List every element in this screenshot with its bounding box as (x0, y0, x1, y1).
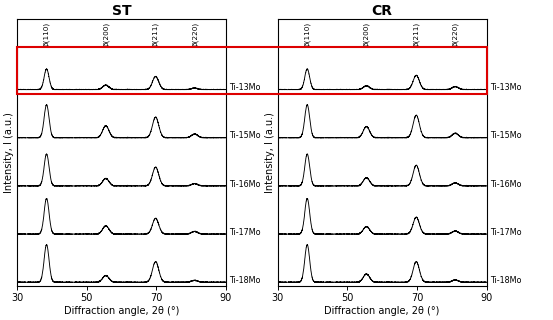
Text: Ti-18Mo: Ti-18Mo (229, 276, 261, 285)
Title: ST: ST (112, 4, 131, 18)
X-axis label: Diffraction angle, 2θ (°): Diffraction angle, 2θ (°) (64, 306, 179, 316)
Text: β(200): β(200) (363, 22, 370, 46)
Text: Ti-18Mo: Ti-18Mo (490, 276, 521, 285)
Text: β(220): β(220) (191, 22, 198, 46)
Text: Ti-13Mo: Ti-13Mo (229, 83, 261, 92)
Text: Ti-15Mo: Ti-15Mo (490, 132, 521, 140)
Text: Ti-13Mo: Ti-13Mo (490, 83, 521, 92)
X-axis label: Diffraction angle, 2θ (°): Diffraction angle, 2θ (°) (325, 306, 440, 316)
Text: Ti-17Mo: Ti-17Mo (229, 228, 261, 237)
Y-axis label: Intensity, I (a.u.): Intensity, I (a.u.) (265, 112, 275, 193)
Text: β(110): β(110) (304, 22, 310, 46)
Text: β(110): β(110) (43, 22, 50, 46)
Text: Ti-15Mo: Ti-15Mo (229, 132, 261, 140)
Text: Ti-16Mo: Ti-16Mo (229, 180, 261, 188)
Title: CR: CR (372, 4, 393, 18)
Text: β(211): β(211) (413, 22, 420, 46)
Text: β(200): β(200) (102, 22, 109, 46)
Y-axis label: Intensity, I (a.u.): Intensity, I (a.u.) (4, 112, 14, 193)
Text: Ti-17Mo: Ti-17Mo (490, 228, 521, 237)
Text: β(220): β(220) (452, 22, 458, 46)
Text: Ti-16Mo: Ti-16Mo (490, 180, 521, 188)
Text: β(211): β(211) (153, 22, 159, 46)
